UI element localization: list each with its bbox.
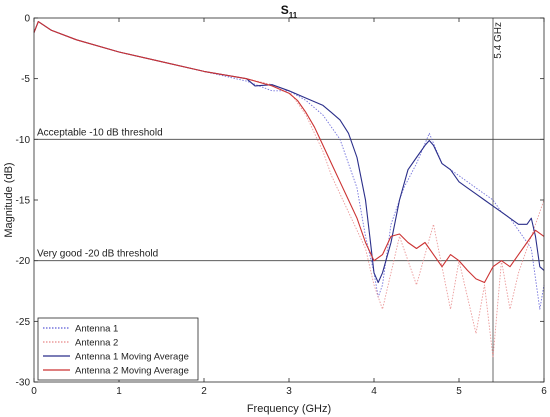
- threshold-label: Acceptable -10 dB threshold: [37, 127, 163, 138]
- series-line-3: [33, 21, 545, 284]
- series-line-4: [33, 21, 545, 284]
- series-line-1: [33, 21, 545, 310]
- frequency-marker-label: 5.4 GHz: [493, 22, 504, 59]
- x-tick-label: 1: [116, 386, 122, 397]
- x-tick-label: 5: [456, 386, 462, 397]
- x-axis-label: Frequency (GHz): [247, 403, 331, 415]
- x-tick-label: 0: [31, 386, 37, 397]
- legend-label: Antenna 1 Moving Average: [75, 352, 189, 363]
- reference-lines: Acceptable -10 dB threshold Very good -20…: [34, 18, 544, 382]
- axis-ticks: 0 1 2 3 4 5 6 0 -5 -10 -15 -20 -25 -30: [16, 14, 548, 398]
- x-tick-label: 6: [541, 386, 547, 397]
- y-tick-label: 0: [24, 14, 30, 25]
- y-tick-label: -20: [16, 256, 31, 267]
- chart-title: S11: [281, 3, 298, 20]
- y-tick-label: -30: [16, 378, 31, 389]
- legend-label: Antenna 1: [75, 324, 118, 335]
- y-tick-label: -25: [16, 317, 31, 328]
- y-tick-label: -10: [16, 135, 31, 146]
- y-tick-label: -15: [16, 196, 31, 207]
- legend-label: Antenna 2 Moving Average: [75, 366, 189, 377]
- x-tick-label: 4: [371, 386, 377, 397]
- y-tick-label: -5: [21, 74, 30, 85]
- y-axis-label: Magnitude (dB): [3, 162, 15, 237]
- x-tick-label: 2: [201, 386, 207, 397]
- x-tick-label: 3: [286, 386, 292, 397]
- legend-label: Antenna 2: [75, 338, 118, 349]
- legend: Antenna 1 Antenna 2 Antenna 1 Moving Avera…: [37, 317, 199, 381]
- series-layer: [33, 21, 545, 359]
- threshold-label: Very good -20 dB threshold: [37, 249, 158, 260]
- plot-frame: [33, 17, 545, 383]
